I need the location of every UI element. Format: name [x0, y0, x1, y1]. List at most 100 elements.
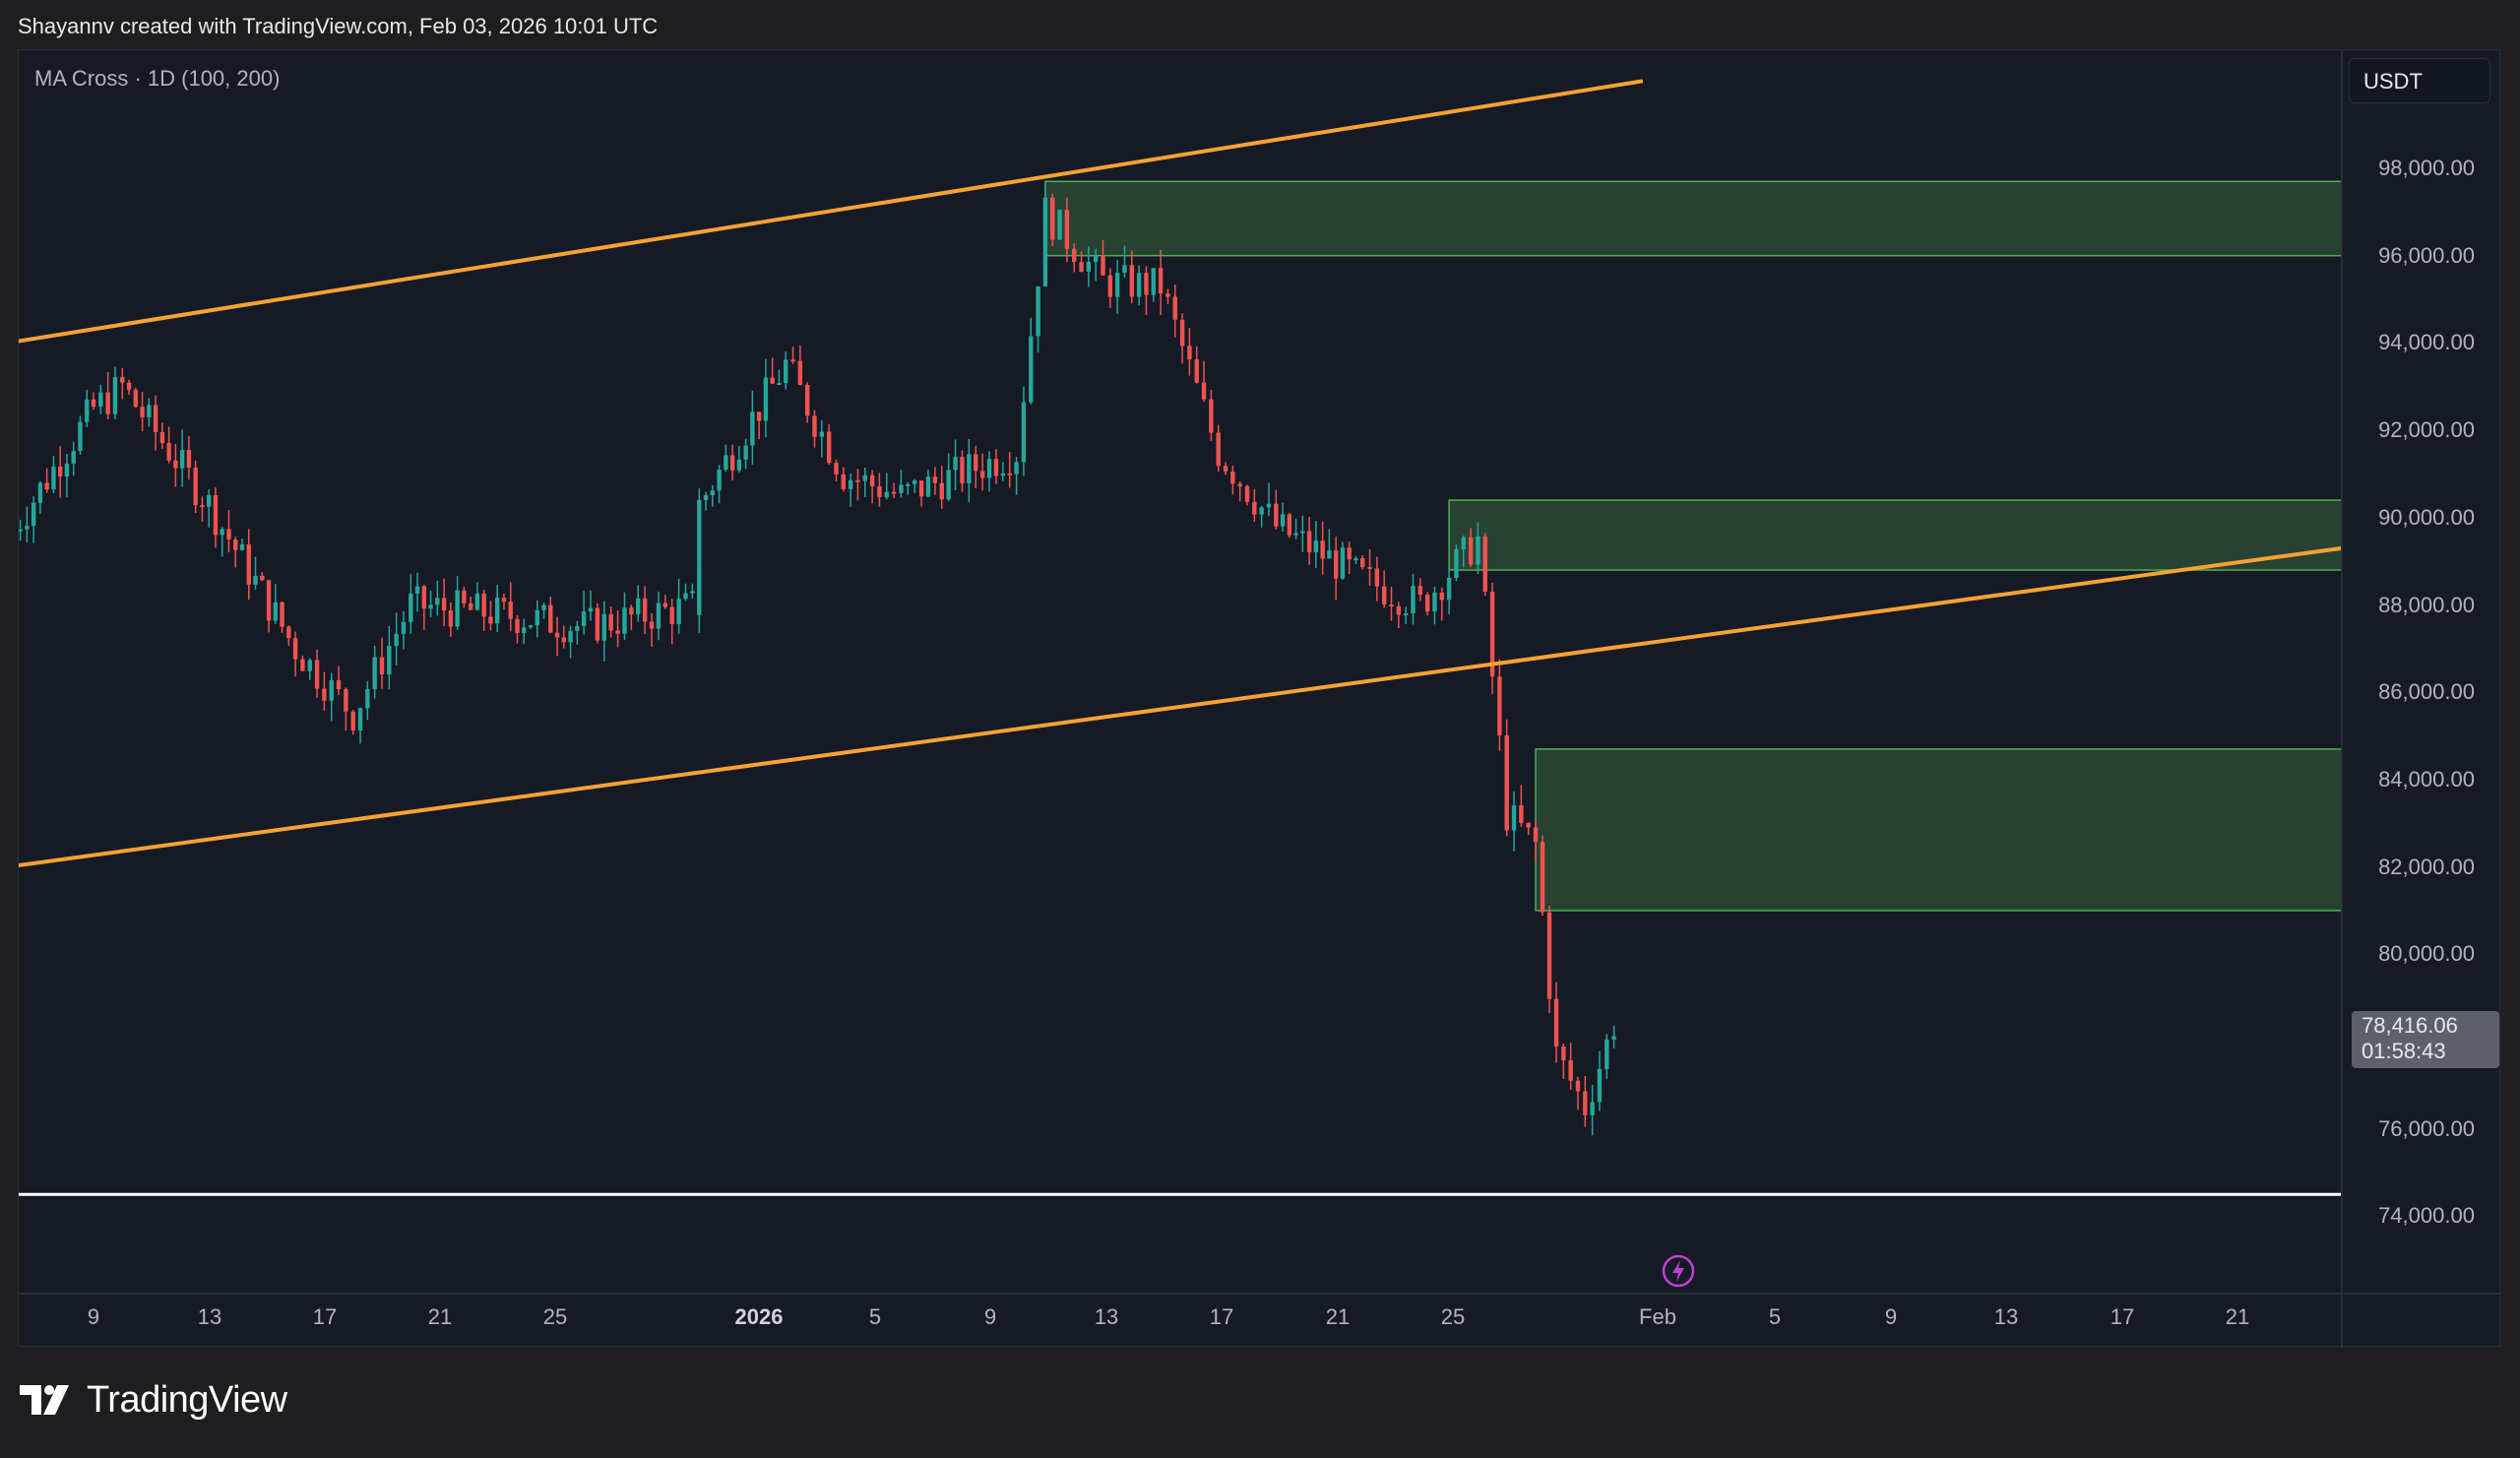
time-tick: 21 — [2225, 1304, 2250, 1329]
supply-zone-2 — [1448, 499, 2343, 571]
candle-body — [946, 470, 951, 500]
chart-pane[interactable]: MA Cross · 1D (100, 200) USDT 98,000.00 9… — [18, 49, 2501, 1348]
candle-body — [153, 405, 158, 432]
candle-body — [495, 598, 500, 624]
candle-body — [1086, 262, 1092, 272]
candle-body — [286, 626, 291, 639]
candle-body — [508, 602, 513, 619]
candle-body — [629, 607, 634, 615]
time-tick: 17 — [1209, 1304, 1234, 1329]
candle-body — [31, 502, 36, 527]
candle-body — [515, 618, 520, 634]
candle-body — [78, 421, 83, 452]
candle-body — [581, 611, 587, 626]
candle-body — [468, 602, 473, 610]
chart-credit: Shayannv created with TradingView.com, F… — [18, 14, 659, 38]
candle-body — [601, 613, 606, 641]
time-tick: 5 — [1768, 1304, 1782, 1329]
candle-body — [1347, 547, 1352, 560]
supply-zones — [1044, 180, 2343, 912]
candle-body — [548, 604, 553, 633]
candle-body — [770, 377, 775, 384]
candle-body — [179, 449, 185, 469]
candle-body — [750, 412, 755, 446]
supply-zone-3 — [1535, 748, 2343, 912]
candle-body — [1313, 540, 1319, 552]
candle-body — [554, 632, 560, 638]
candle-body — [207, 495, 212, 507]
candle-body — [979, 471, 985, 478]
candle-body — [974, 454, 978, 472]
candle-body — [1533, 827, 1539, 843]
candle-body — [1252, 501, 1257, 515]
candle-body — [1107, 275, 1113, 297]
candle-body — [253, 575, 258, 585]
price-tick: 86,000.00 — [2378, 679, 2475, 705]
candle-body — [336, 679, 342, 690]
lightning-event-icon[interactable] — [1662, 1254, 1695, 1288]
candle-body — [1497, 676, 1502, 736]
candle-body — [756, 412, 762, 421]
candle-body — [273, 602, 279, 621]
candle-body — [1300, 531, 1305, 534]
price-chart[interactable] — [19, 50, 2501, 1348]
candle-body — [1287, 514, 1292, 536]
candle-body — [1575, 1080, 1581, 1092]
candle-body — [98, 392, 103, 408]
candle-body — [455, 590, 460, 627]
price-tick: 88,000.00 — [2378, 592, 2475, 617]
indicator-legend[interactable]: MA Cross · 1D (100, 200) — [34, 66, 281, 91]
candle-body — [939, 482, 944, 500]
candle-body — [1230, 471, 1235, 484]
candle-body — [953, 457, 958, 471]
candle-body — [365, 689, 370, 709]
candle-body — [899, 484, 904, 493]
candle-body — [1461, 537, 1466, 549]
candle-body — [595, 607, 600, 641]
candle-body — [1546, 912, 1552, 999]
candle-body — [394, 633, 399, 647]
candle-body — [697, 499, 702, 561]
candle-body — [314, 660, 320, 689]
time-tick: 9 — [87, 1304, 100, 1329]
candle-body — [1374, 568, 1380, 587]
candle-body — [1101, 255, 1105, 276]
candle-body — [690, 591, 695, 594]
candle-body — [841, 474, 846, 489]
candle-body — [1389, 604, 1394, 607]
candle-body — [51, 466, 56, 490]
candle-body — [1476, 536, 1480, 565]
candle-body — [173, 460, 178, 469]
candle-body — [1114, 273, 1120, 297]
currency-selector[interactable]: USDT — [2349, 58, 2490, 103]
channel-lower-line — [19, 545, 2343, 867]
candle-body — [1597, 1068, 1603, 1103]
candle-body — [226, 529, 231, 540]
candle-body — [409, 594, 413, 622]
tradingview-logo[interactable]: TradingView — [20, 1378, 287, 1422]
candle-body — [804, 385, 810, 416]
candle-body — [763, 377, 769, 421]
candle-body — [541, 604, 546, 610]
candle-body — [1367, 566, 1372, 569]
candle-body — [1333, 550, 1339, 579]
time-tick: 9 — [983, 1304, 997, 1329]
candle-body — [1223, 466, 1228, 472]
last-price-label: 78,416.06 01:58:43 — [2352, 1011, 2499, 1068]
candle-body — [1327, 550, 1332, 559]
candle-body — [239, 543, 245, 550]
time-tick: 5 — [868, 1304, 882, 1329]
candle-body — [710, 490, 716, 496]
candle-body — [448, 610, 454, 627]
candle-body — [474, 593, 480, 610]
candle-body — [819, 431, 825, 437]
candle-body — [615, 630, 620, 634]
candle-body — [1439, 592, 1444, 601]
candle-body — [743, 445, 748, 460]
candle-body — [64, 464, 70, 477]
candle-body — [1166, 293, 1170, 297]
candle-body — [1526, 822, 1531, 828]
candle-body — [1432, 592, 1437, 612]
candlesticks — [19, 183, 1616, 1136]
candle-body — [877, 485, 882, 498]
